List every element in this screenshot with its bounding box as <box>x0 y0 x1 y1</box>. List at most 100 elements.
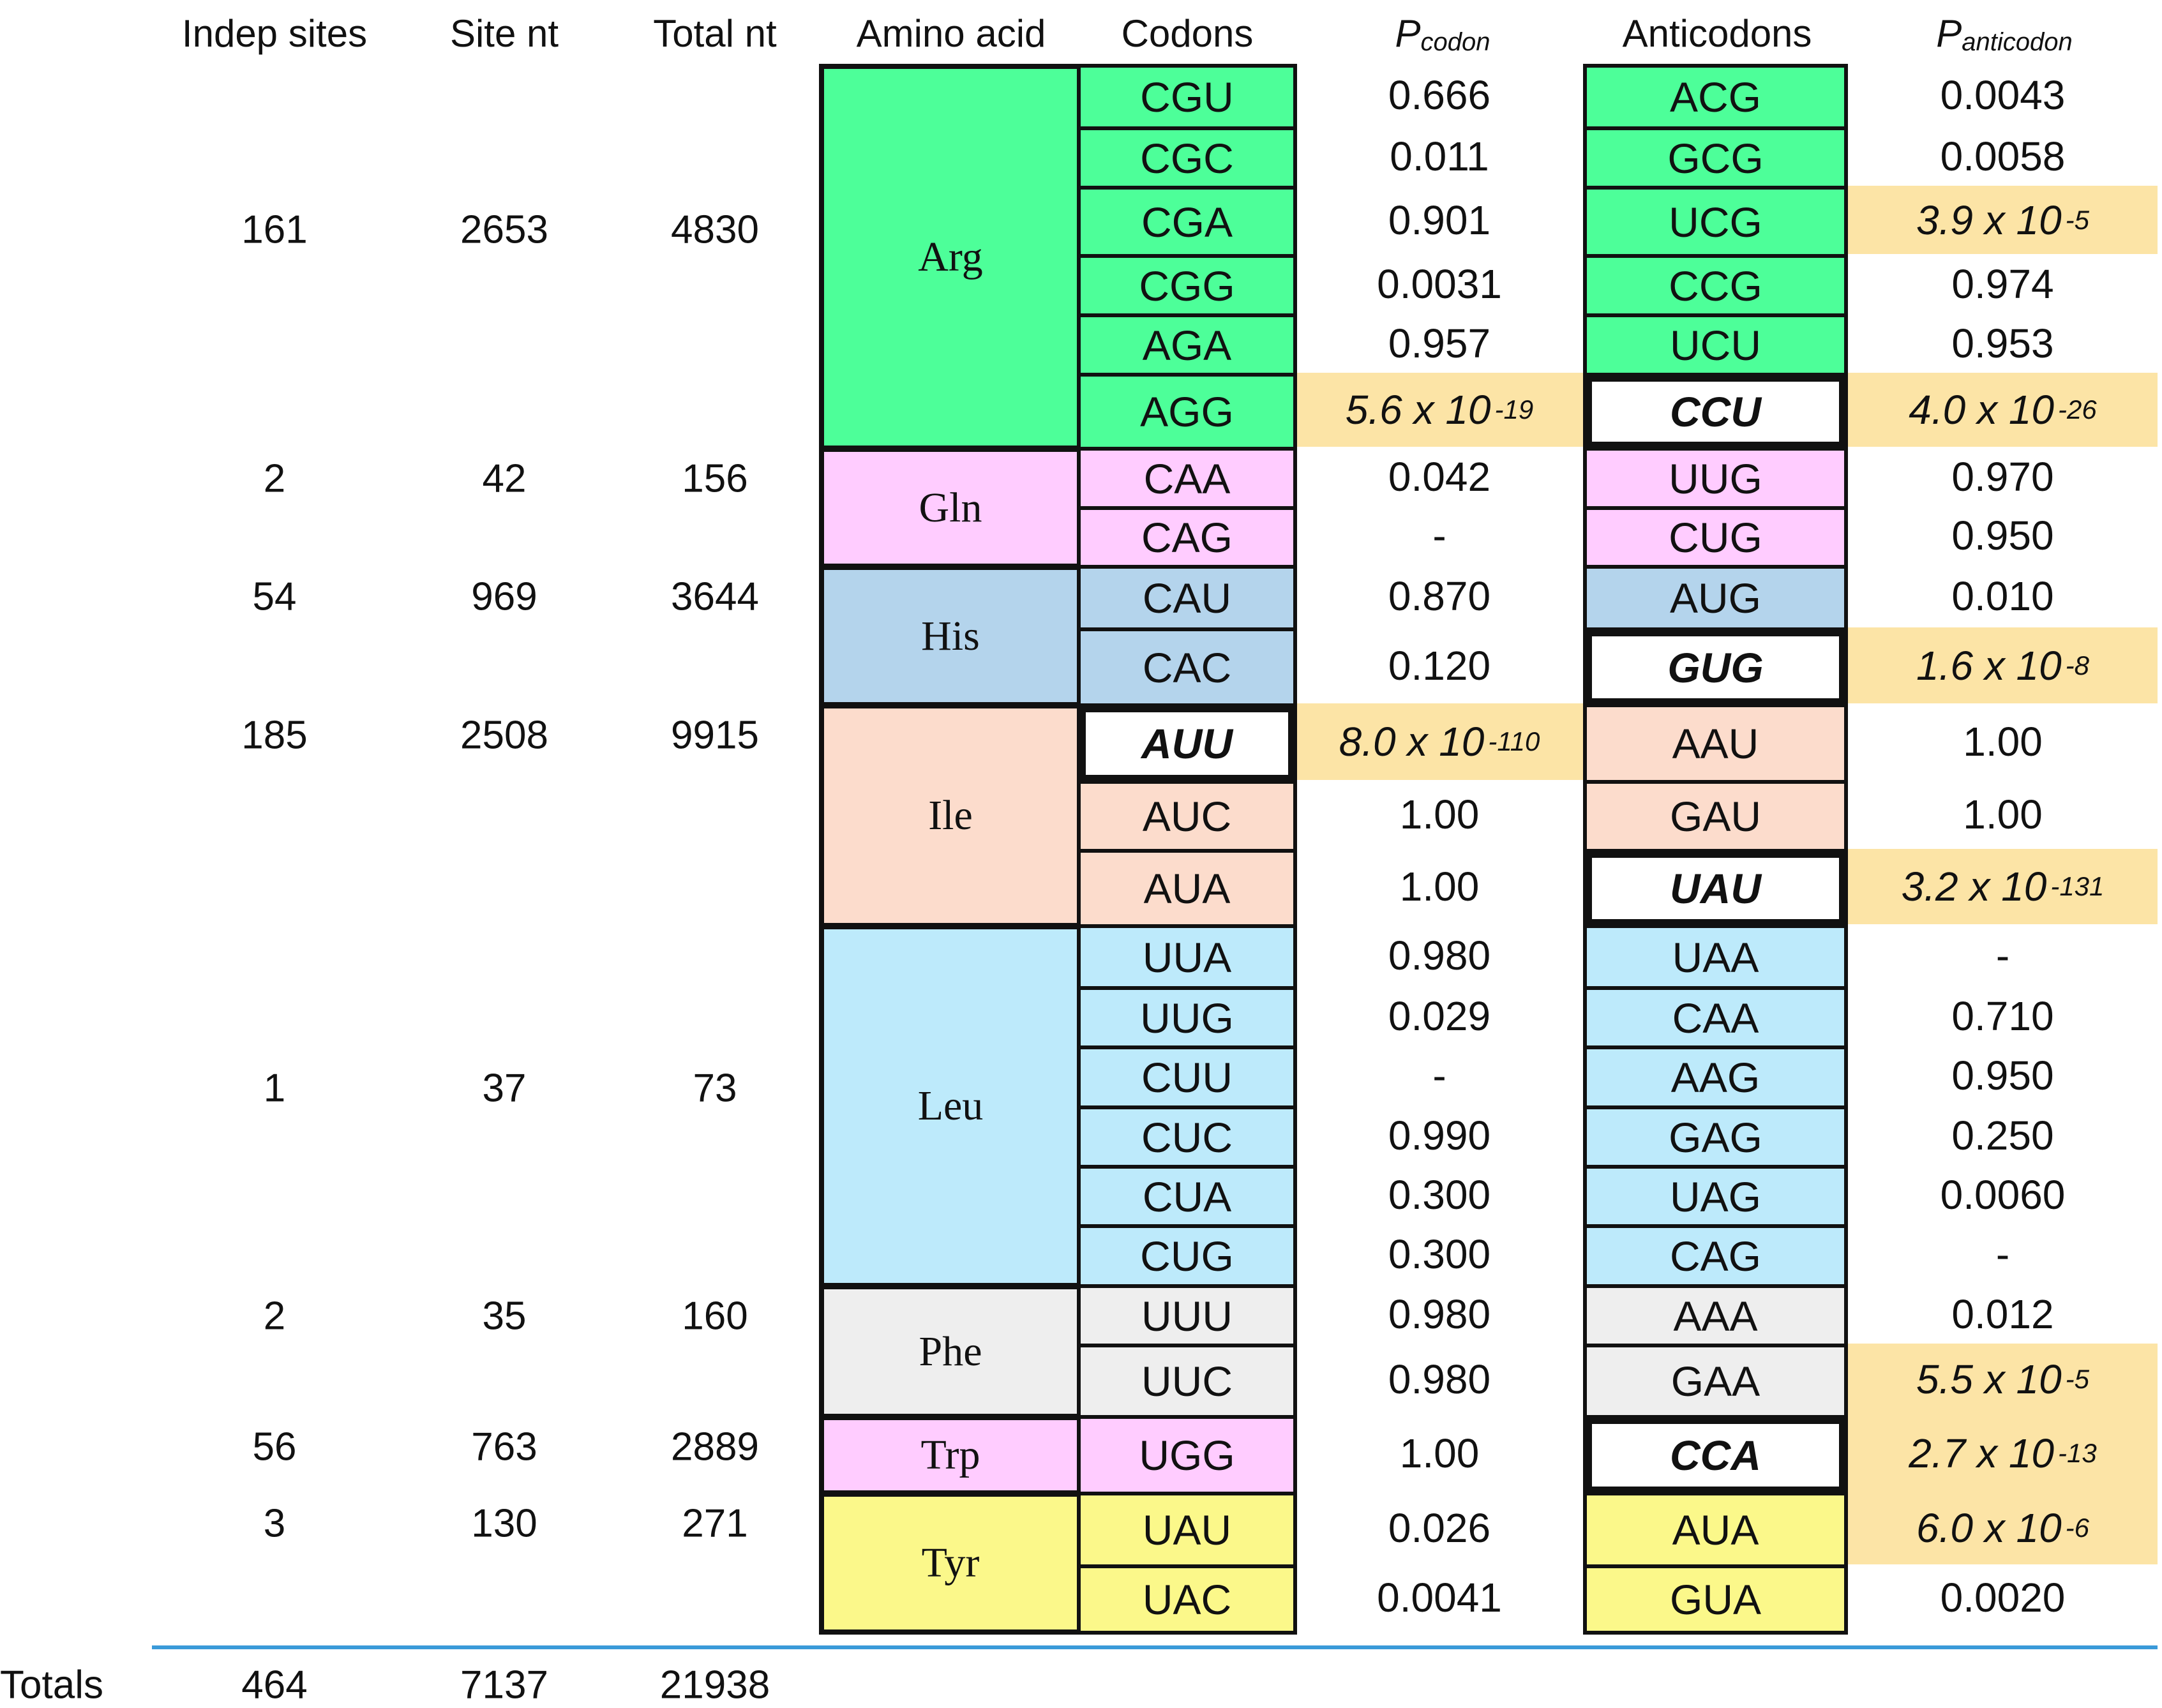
totals-indep-sites: 464 <box>241 1663 308 1707</box>
significant-highlight <box>1848 627 2158 703</box>
anticodon-cell: AAU <box>1583 703 1848 784</box>
p-value-mantissa: 0.0031 <box>1377 260 1502 307</box>
codon-cell: CUC <box>1077 1105 1297 1169</box>
indep-sites-trp: 56 <box>252 1425 297 1469</box>
codon-cell: UUG <box>1077 986 1297 1049</box>
total-nt-his: 3644 <box>671 574 759 619</box>
p-codon-value: 0.980 <box>1296 1284 1583 1344</box>
p-value-mantissa: 0.0041 <box>1377 1575 1502 1621</box>
site-nt-ile: 2508 <box>460 713 548 758</box>
p-value-mantissa: 1.6 x 10 <box>1916 642 2062 689</box>
codon-cell: UUU <box>1077 1284 1297 1347</box>
p-anticodon-value: 0.250 <box>1848 1105 2158 1165</box>
p-codon-value: 8.0 x 10 -110 <box>1296 703 1583 780</box>
p-value-mantissa: - <box>1432 513 1446 558</box>
significant-highlight <box>1848 373 2158 447</box>
anticodon-cell: CCU <box>1583 373 1848 451</box>
anticodon-cell: CAA <box>1583 986 1848 1049</box>
p-value-mantissa: 0.950 <box>1951 1053 2054 1098</box>
header-p-anticodon-main: P <box>1936 12 1962 55</box>
total-nt-ile: 9915 <box>671 713 759 758</box>
p-codon-value: 0.300 <box>1296 1224 1583 1284</box>
p-anticodon-value: 1.00 <box>1848 780 2158 849</box>
header-p-anticodon-sub: anticodon <box>1962 28 2073 56</box>
indep-sites-phe: 2 <box>263 1294 286 1338</box>
codon-cell: AUC <box>1077 780 1297 853</box>
anticodon-cell: CCA <box>1583 1415 1848 1495</box>
header-amino-acid: Amino acid <box>856 12 1046 55</box>
p-value-mantissa: 6.0 x 10 <box>1916 1505 2062 1551</box>
codon-cell: CUA <box>1077 1165 1297 1228</box>
header-total-nt: Total nt <box>653 12 777 55</box>
codon-cell: AUU <box>1077 703 1297 784</box>
header-p-codon-sub: codon <box>1420 28 1490 56</box>
site-nt-arg: 2653 <box>460 207 548 252</box>
p-codon-value: 0.029 <box>1296 986 1583 1045</box>
p-anticodon-value: 0.010 <box>1848 565 2158 627</box>
p-value-mantissa: 8.0 x 10 <box>1339 719 1485 765</box>
p-codon-value: 0.980 <box>1296 924 1583 986</box>
p-anticodon-value: 0.950 <box>1848 1045 2158 1105</box>
p-codon-value: 0.990 <box>1296 1105 1583 1165</box>
codon-cell: CAC <box>1077 627 1297 707</box>
header-p-codon: Pcodon <box>1309 6 1577 61</box>
p-anticodon-value: - <box>1848 1224 2158 1284</box>
p-anticodon-value: 0.970 <box>1848 447 2158 506</box>
p-codon-value: 1.00 <box>1296 849 1583 924</box>
p-value-mantissa: 0.042 <box>1388 453 1491 500</box>
codon-cell: UGG <box>1077 1415 1297 1495</box>
anticodon-cell: GAG <box>1583 1105 1848 1169</box>
anticodon-cell: GAA <box>1583 1344 1848 1419</box>
anticodon-cell: GUA <box>1583 1564 1848 1635</box>
amino-acid-his: His <box>819 565 1082 707</box>
p-codon-value: 5.6 x 10 -19 <box>1296 373 1583 447</box>
p-value-mantissa: 0.953 <box>1951 320 2054 366</box>
significant-highlight <box>1848 186 2158 254</box>
site-nt-tyr: 130 <box>471 1501 537 1546</box>
p-value-exponent: -8 <box>2065 650 2090 680</box>
amino-acid-leu: Leu <box>819 924 1082 1288</box>
codon-cell: CUG <box>1077 1224 1297 1288</box>
codon-cell: UUA <box>1077 924 1297 990</box>
header-p-codon-main: P <box>1395 12 1421 55</box>
anticodon-cell: UUG <box>1583 447 1848 510</box>
codon-cell: CGC <box>1077 126 1297 190</box>
p-value-exponent: -13 <box>2058 1438 2097 1468</box>
codon-cell: AGG <box>1077 373 1297 451</box>
p-anticodon-value: - <box>1848 924 2158 986</box>
anticodon-cell: GUG <box>1583 627 1848 707</box>
significant-highlight <box>1848 1492 2158 1564</box>
p-value-mantissa: 0.974 <box>1951 260 2054 307</box>
p-value-mantissa: 4.0 x 10 <box>1909 387 2054 433</box>
p-value-mantissa: 0.011 <box>1390 133 1489 179</box>
p-value-mantissa: - <box>1432 1053 1446 1098</box>
significant-highlight <box>1848 1415 2158 1492</box>
codon-cell: UUC <box>1077 1344 1297 1419</box>
p-anticodon-value: 1.00 <box>1848 703 2158 780</box>
significant-highlight <box>1296 373 1583 447</box>
p-anticodon-value: 0.0043 <box>1848 64 2158 126</box>
total-nt-trp: 2889 <box>671 1425 759 1469</box>
p-value-mantissa: 2.7 x 10 <box>1909 1430 2054 1476</box>
p-value-mantissa: 0.980 <box>1388 1291 1491 1337</box>
p-value-mantissa: 0.0020 <box>1940 1575 2066 1621</box>
p-value-exponent: -110 <box>1488 726 1540 756</box>
p-codon-value: 0.011 <box>1296 126 1583 186</box>
p-value-mantissa: 1.00 <box>1963 719 2043 765</box>
p-anticodon-value: 4.0 x 10 -26 <box>1848 373 2158 447</box>
amino-acid-trp: Trp <box>819 1415 1082 1495</box>
total-nt-leu: 73 <box>693 1066 737 1111</box>
p-codon-value: 0.042 <box>1296 447 1583 506</box>
anticodon-cell: AUG <box>1583 565 1848 631</box>
p-codon-value: 1.00 <box>1296 1415 1583 1492</box>
codon-cell: CAG <box>1077 506 1297 569</box>
codon-cell: AUA <box>1077 849 1297 928</box>
amino-acid-arg: Arg <box>819 64 1082 451</box>
header-codons: Codons <box>1121 12 1254 55</box>
p-codon-value: 0.957 <box>1296 313 1583 373</box>
p-codon-value: 0.0041 <box>1296 1564 1583 1631</box>
amino-acid-tyr: Tyr <box>819 1492 1082 1635</box>
codon-cell: CUU <box>1077 1045 1297 1109</box>
p-codon-value: 0.980 <box>1296 1344 1583 1415</box>
anticodon-cell: UAA <box>1583 924 1848 990</box>
